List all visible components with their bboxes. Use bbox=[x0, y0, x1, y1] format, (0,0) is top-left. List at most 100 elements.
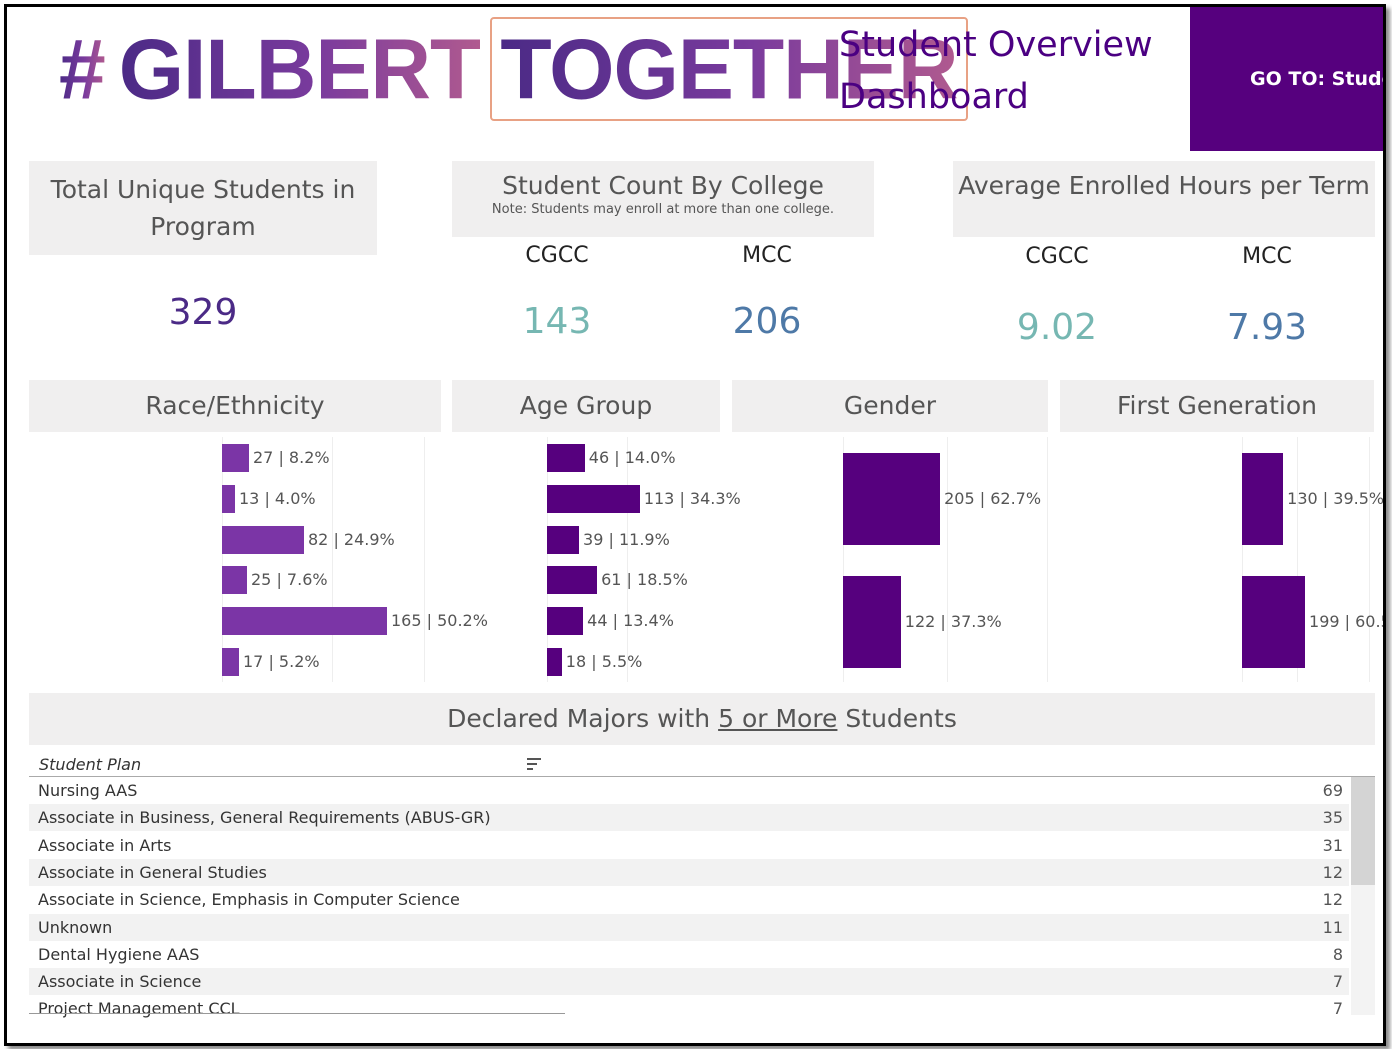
scrollbar-thumb[interactable] bbox=[1351, 777, 1375, 885]
gender-bar bbox=[843, 453, 941, 545]
race-bar-value: 82 | 24.9% bbox=[308, 529, 395, 549]
age-gridline bbox=[547, 437, 548, 682]
hours-cgcc-label: CGCC bbox=[1025, 244, 1089, 269]
first_gen-bar-value: 199 | 60.5% bbox=[1309, 612, 1383, 631]
total-header-line1: Total Unique Students in bbox=[50, 175, 356, 204]
plan-cell: Dental Hygiene AAS bbox=[38, 944, 200, 964]
page-title-line1: Student Overview bbox=[839, 25, 1153, 65]
table-row[interactable]: Nursing AAS 69 bbox=[29, 777, 1349, 804]
age-bar-value: 44 | 13.4% bbox=[587, 611, 674, 631]
race-bar-value: 17 | 5.2% bbox=[243, 652, 320, 671]
table-scrollbar[interactable] bbox=[1351, 777, 1375, 1015]
first_gen-gridline bbox=[1369, 437, 1370, 682]
race-bar-value: 25 | 7.6% bbox=[251, 570, 328, 590]
count-cell: 7 bbox=[1332, 999, 1343, 1019]
count-cell: 31 bbox=[1322, 835, 1343, 855]
gilbert-together-logo: # GILBERT TOGETHER bbox=[59, 16, 968, 122]
first_gen-bar-value: 130 | 39.5% bbox=[1287, 489, 1385, 508]
logo-together-box: TOGETHER bbox=[490, 16, 968, 122]
race-gridline bbox=[222, 437, 223, 682]
age-bar-value: 18 | 5.5% bbox=[565, 652, 643, 671]
gender-bar-value: 122 | 37.3% bbox=[904, 612, 1002, 631]
hours-mcc-value: 7.93 bbox=[1226, 307, 1308, 348]
gender-gridline bbox=[1047, 437, 1048, 682]
age-bar bbox=[547, 484, 640, 513]
page-title: Student Overview Dashboard bbox=[839, 19, 1153, 123]
table-row[interactable]: Unknown 11 bbox=[29, 913, 1349, 941]
race-header: Race/Ethnicity bbox=[29, 380, 441, 432]
age-bar bbox=[547, 607, 584, 636]
plan-cell: Associate in Arts bbox=[38, 835, 172, 855]
gender-header: Gender bbox=[732, 380, 1048, 432]
count-mcc-label: MCC bbox=[742, 243, 792, 268]
hours-mcc-label: MCC bbox=[1242, 244, 1292, 269]
plan-cell: Associate in Business, General Requireme… bbox=[38, 808, 491, 828]
sort-icon[interactable] bbox=[527, 757, 543, 771]
gender-gridline bbox=[947, 437, 948, 682]
race-gridline bbox=[424, 437, 425, 682]
age-bar-value: 39 | 11.9% bbox=[583, 529, 670, 549]
age-bar bbox=[547, 525, 580, 554]
plan-cell: Unknown bbox=[38, 917, 113, 937]
count-cell: 11 bbox=[1322, 917, 1343, 937]
race-bar-value: 165 | 50.2% bbox=[391, 611, 488, 631]
total-students-value: 329 bbox=[168, 292, 238, 333]
first_gen-gridline bbox=[1242, 437, 1243, 682]
goto-button[interactable]: GO TO: Stude bbox=[1190, 7, 1383, 151]
dashboard-frame: # GILBERT TOGETHER Student Overview Dash… bbox=[4, 4, 1386, 1046]
gender-bar bbox=[843, 576, 901, 668]
table-row[interactable]: Dental Hygiene AAS 8 bbox=[29, 941, 1349, 968]
count-cgcc-label: CGCC bbox=[525, 243, 589, 268]
table-row[interactable]: Project Management CCL 7 bbox=[29, 995, 1349, 1022]
count-header-note: Note: Students may enroll at more than o… bbox=[491, 202, 835, 217]
plan-cell: Nursing AAS bbox=[38, 781, 138, 800]
age-bar-value: 113 | 34.3% bbox=[643, 488, 741, 508]
race-gridline bbox=[332, 437, 333, 682]
table-row[interactable]: Associate in Science, Emphasis in Comput… bbox=[29, 886, 1349, 913]
race-bar bbox=[222, 484, 235, 513]
majors-header-link[interactable]: 5 or More bbox=[718, 704, 838, 733]
gender-bar-value: 205 | 62.7% bbox=[944, 489, 1042, 508]
race-bar bbox=[222, 648, 239, 676]
plan-cell: Associate in General Studies bbox=[38, 862, 267, 882]
total-header-line2: Program bbox=[150, 212, 256, 241]
plan-cell: Associate in Science bbox=[38, 972, 202, 992]
total-students-header: Total Unique Students in Program bbox=[29, 161, 377, 255]
gender-gridline bbox=[843, 437, 844, 682]
first_gen-bar bbox=[1242, 576, 1306, 668]
age-gridline bbox=[627, 437, 628, 682]
first_gen-bar bbox=[1242, 453, 1284, 545]
count-cell: 69 bbox=[1322, 781, 1343, 800]
table-row[interactable]: Associate in Science 7 bbox=[29, 968, 1349, 996]
first_gen-gridline bbox=[1297, 437, 1298, 682]
plan-cell: Associate in Science, Emphasis in Comput… bbox=[38, 890, 460, 910]
count-mcc-value: 206 bbox=[732, 301, 802, 342]
table-row[interactable]: Associate in Business, General Requireme… bbox=[29, 804, 1349, 832]
race-bar-value: 13 | 4.0% bbox=[239, 488, 316, 508]
logo-together: TOGETHER bbox=[500, 20, 958, 119]
table-row[interactable]: Associate in General Studies 12 bbox=[29, 858, 1349, 886]
count-header-title: Student Count By College bbox=[502, 171, 824, 200]
count-cell: 8 bbox=[1332, 944, 1343, 964]
race-bar bbox=[222, 607, 387, 636]
race-bar bbox=[222, 566, 247, 595]
age-header: Age Group bbox=[452, 380, 720, 432]
logo-hash: # bbox=[59, 20, 106, 119]
race-bar bbox=[222, 525, 304, 554]
race-bar-value: 27 | 8.2% bbox=[253, 448, 330, 467]
student-plan-column-header[interactable]: Student Plan bbox=[39, 755, 142, 774]
count-cell: 35 bbox=[1322, 808, 1343, 828]
table-row[interactable]: Associate in Arts 31 bbox=[29, 832, 1349, 859]
count-cgcc-value: 143 bbox=[522, 301, 592, 342]
count-cell: 7 bbox=[1332, 972, 1343, 992]
count-cell: 12 bbox=[1322, 862, 1343, 882]
majors-header-pre: Declared Majors with bbox=[447, 704, 719, 733]
age-bar-value: 46 | 14.0% bbox=[588, 448, 676, 467]
age-bar bbox=[547, 648, 562, 676]
age-bar bbox=[547, 444, 585, 472]
first-gen-header: First Generation bbox=[1060, 380, 1374, 432]
page-title-line2: Dashboard bbox=[839, 77, 1029, 117]
majors-header-post: Students bbox=[837, 704, 957, 733]
plan-cell: Project Management CCL bbox=[38, 999, 240, 1019]
avg-hours-header: Average Enrolled Hours per Term bbox=[953, 161, 1375, 237]
